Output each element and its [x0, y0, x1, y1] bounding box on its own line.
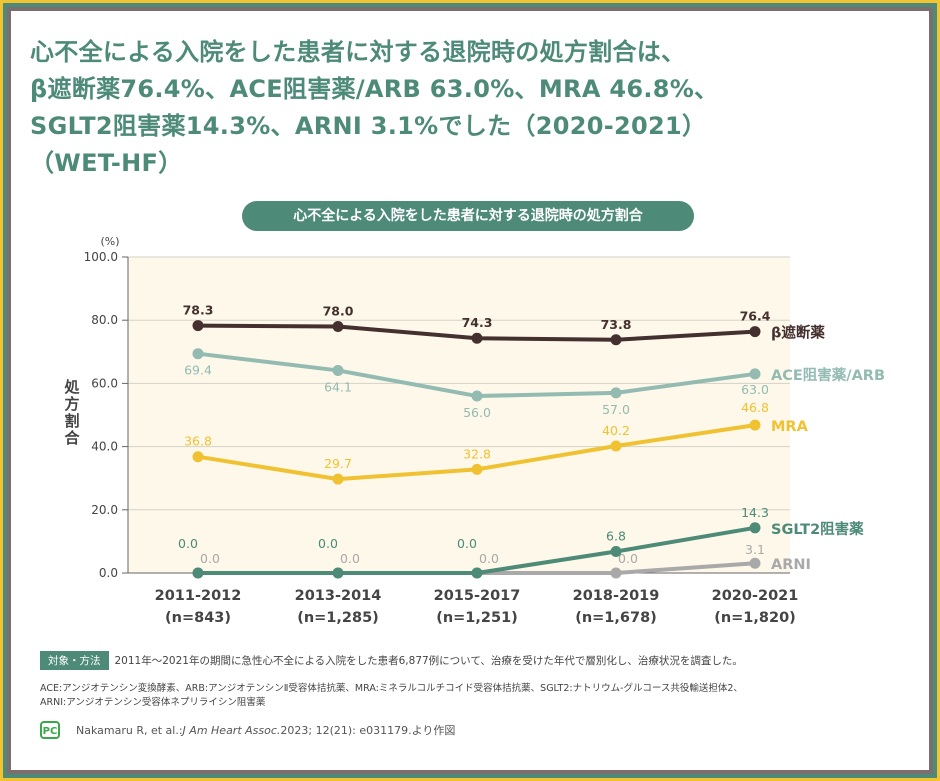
x-tick-label: 2015-2017 [434, 588, 521, 604]
data-point [610, 567, 622, 579]
headline-line: SGLT2阻害薬14.3%、ARNI 3.1%でした（2020-2021） [30, 112, 707, 140]
data-label: 78.3 [183, 303, 214, 318]
headline-line: 心不全による入院をした患者に対する退院時の処方割合は、 [30, 38, 686, 66]
data-point [192, 348, 204, 360]
data-label: 36.8 [184, 434, 212, 449]
data-point [192, 451, 204, 463]
y-tick-label: 60.0 [91, 376, 118, 390]
x-tick-n-label: (n=1,820) [714, 610, 796, 626]
x-tick-n-label: (n=1,678) [575, 610, 657, 626]
y-tick-label: 40.0 [91, 440, 118, 454]
data-label: 76.4 [740, 309, 771, 324]
data-point [332, 473, 344, 485]
data-point [749, 522, 761, 534]
y-axis-label: 処方割合 [63, 378, 80, 447]
data-label: 14.3 [741, 505, 769, 520]
x-tick-label: 2011-2012 [155, 588, 242, 604]
data-point [749, 326, 761, 338]
method-tag: 対象・方法 [40, 651, 109, 670]
data-label: 40.2 [602, 423, 630, 438]
series-end-label: ARNI [771, 557, 811, 573]
x-tick-n-label: (n=1,251) [436, 610, 518, 626]
x-tick-n-label: (n=843) [165, 610, 231, 626]
data-label: 32.8 [463, 446, 491, 461]
headline: 心不全による入院をした患者に対する退院時の処方割合は、 β遮断薬76.4%、AC… [30, 34, 910, 182]
method-text: 2011年～2021年の期間に急性心不全による入院をした患者6,877例について… [114, 655, 743, 667]
line-chart: 100.080.060.040.020.00.0 (%) 処方割合 0.0 0.0… [63, 235, 885, 626]
y-axis-label-char: 処 [63, 378, 80, 396]
data-point [192, 320, 204, 332]
y-tick-label: 80.0 [91, 313, 118, 327]
data-label: 56.0 [463, 405, 491, 420]
data-label: 3.1 [745, 542, 765, 557]
citation-rest: 2023; 12(21): e031179.より作図 [280, 724, 456, 737]
data-point [749, 419, 761, 431]
data-label: 0.0 [318, 536, 338, 551]
data-label: 69.4 [184, 363, 212, 378]
abbreviation-line: ARNI:アンジオテンシン受容体ネプリライシン阻害薬 [40, 697, 266, 708]
data-label: 29.7 [324, 456, 352, 471]
data-point [471, 332, 483, 344]
y-axis-label-char: 割 [64, 412, 79, 430]
headline-line: （WET-HF） [30, 149, 183, 177]
data-label: 0.0 [200, 551, 220, 566]
x-tick-label: 2020-2021 [712, 588, 799, 604]
y-tick-label: 0.0 [99, 566, 118, 580]
citation-journal: J Am Heart Assoc. [182, 723, 281, 737]
series-end-label: SGLT2阻害薬 [771, 520, 864, 538]
method-note: 対象・方法 2011年～2021年の期間に急性心不全による入院をした患者6,877… [40, 651, 743, 670]
data-label: 78.0 [323, 304, 354, 319]
data-label: 0.0 [618, 551, 638, 566]
series-end-label: ACE阻害薬/ARB [771, 366, 885, 384]
series-end-label: β遮断薬 [771, 324, 825, 342]
pc-logo: PC [40, 721, 60, 739]
x-tick-label: 2018-2019 [573, 588, 660, 604]
y-unit: (%) [100, 235, 119, 248]
y-tick-label: 100.0 [84, 250, 118, 264]
data-point [471, 390, 483, 402]
headline-line: β遮断薬76.4%、ACE阻害薬/ARB 63.0%、MRA 46.8%、 [30, 75, 719, 103]
data-label: 63.0 [741, 382, 769, 397]
data-label: 0.0 [178, 536, 198, 551]
citation-authors: Nakamaru R, et al.: [76, 723, 183, 737]
data-label: 0.0 [479, 551, 499, 566]
y-tick-label: 20.0 [91, 503, 118, 517]
data-point [192, 567, 204, 579]
data-point [749, 557, 761, 569]
data-point [332, 567, 344, 579]
plot-background [128, 257, 790, 573]
data-label: 0.0 [457, 536, 477, 551]
data-label: 57.0 [602, 402, 630, 417]
data-label: 6.8 [606, 529, 626, 544]
x-tick-n-label: (n=1,285) [297, 610, 379, 626]
data-point [749, 368, 761, 380]
data-label: 46.8 [741, 400, 769, 415]
data-label: 64.1 [324, 379, 352, 394]
data-label: 74.3 [462, 315, 493, 330]
chart-title: 心不全による入院をした患者に対する退院時の処方割合 [242, 201, 694, 231]
data-label: 0.0 [340, 551, 360, 566]
y-axis-label-char: 合 [63, 429, 80, 447]
data-point [332, 364, 344, 376]
data-point [610, 440, 622, 452]
data-point [471, 567, 483, 579]
data-point [471, 463, 483, 475]
data-label: 73.8 [601, 317, 632, 332]
series-end-label: MRA [771, 419, 809, 435]
citation: PC Nakamaru R, et al.: J Am Heart Assoc.… [40, 721, 455, 739]
y-axis-label-char: 方 [64, 395, 79, 413]
x-tick-label: 2013-2014 [295, 588, 382, 604]
data-point [610, 334, 622, 346]
data-point [610, 387, 622, 399]
data-point [610, 546, 622, 558]
data-point [332, 321, 344, 333]
abbreviation-line: ACE:アンジオテンシン変換酵素、ARB:アンジオテンシンⅡ受容体拮抗薬、MRA… [40, 683, 743, 694]
abbreviations: ACE:アンジオテンシン変換酵素、ARB:アンジオテンシンⅡ受容体拮抗薬、MRA… [40, 682, 743, 710]
